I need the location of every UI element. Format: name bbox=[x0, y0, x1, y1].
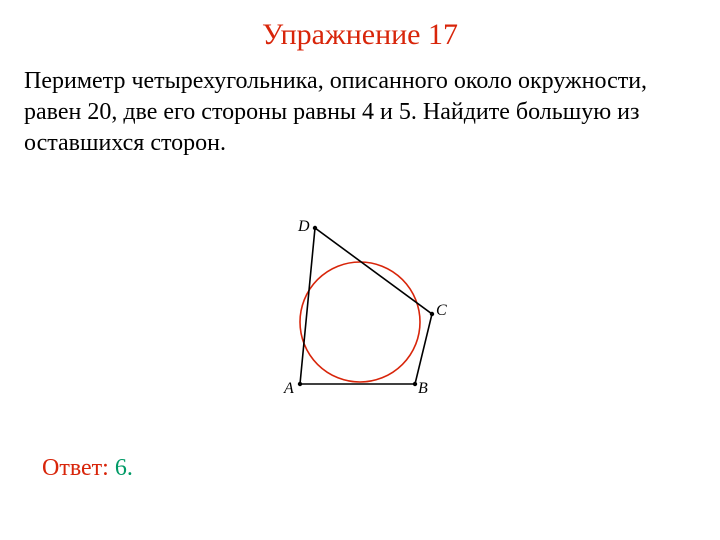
vertex-label-B: B bbox=[418, 380, 428, 398]
vertex-dot-D bbox=[313, 226, 317, 230]
inscribed-circle bbox=[300, 262, 420, 382]
answer-value: 6. bbox=[115, 455, 133, 481]
answer-row: Ответ: 6. bbox=[42, 455, 133, 482]
answer-label: Ответ: bbox=[42, 455, 109, 481]
vertex-label-A: A bbox=[284, 380, 294, 398]
quadrilateral bbox=[300, 228, 432, 384]
page-title: Упражнение 17 bbox=[0, 0, 720, 52]
vertex-label-D: D bbox=[298, 218, 310, 236]
vertex-dots bbox=[298, 226, 434, 386]
problem-statement: Периметр четырехугольника, описанного ок… bbox=[0, 52, 720, 160]
vertex-dot-B bbox=[413, 382, 417, 386]
vertex-dot-A bbox=[298, 382, 302, 386]
vertex-dot-C bbox=[430, 312, 434, 316]
vertex-label-C: C bbox=[436, 302, 447, 320]
geometry-diagram: A B C D bbox=[260, 210, 460, 410]
